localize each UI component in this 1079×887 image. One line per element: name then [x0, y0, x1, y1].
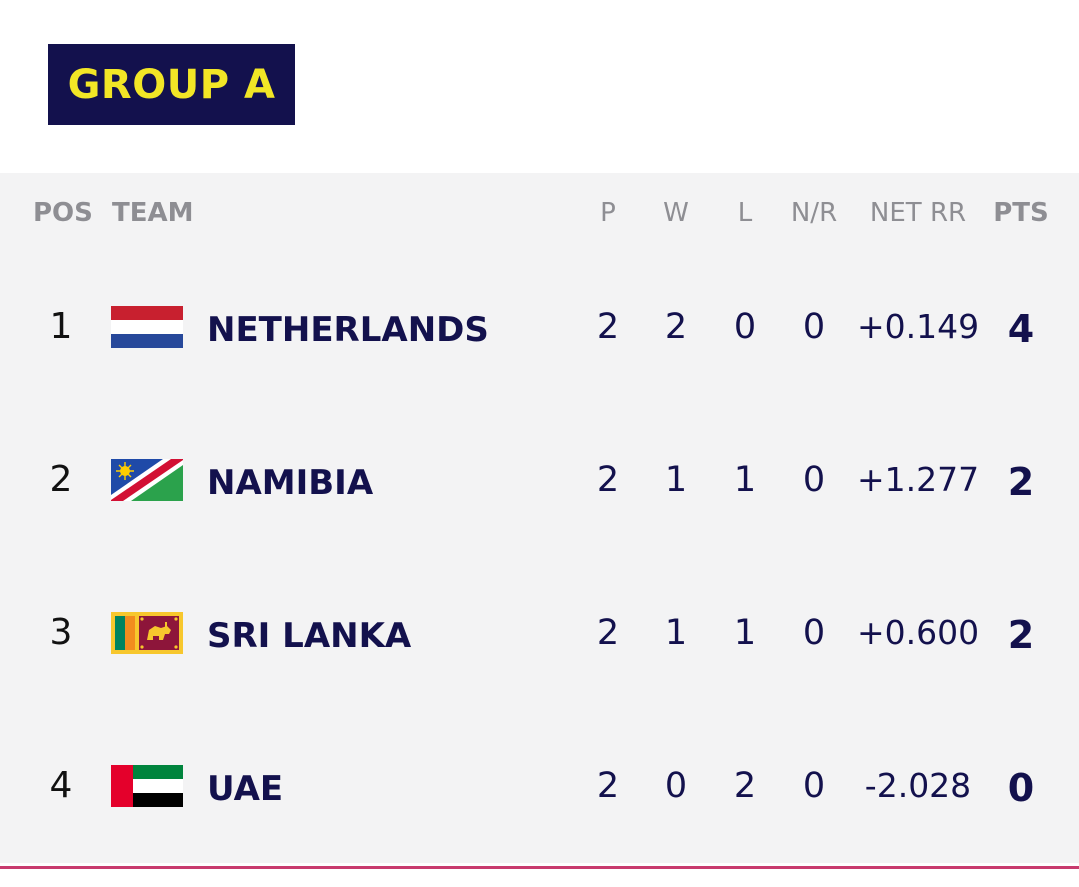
no-result-value: 0: [802, 613, 826, 653]
table-row[interactable]: 3 SRI LANKA 2 1 1 0 +0.600 2: [0, 603, 1079, 663]
column-header-played: P: [600, 198, 616, 228]
played-value: 2: [596, 613, 620, 653]
won-value: 1: [664, 460, 688, 500]
points-value: 2: [1007, 460, 1035, 504]
net-run-rate-value: -2.028: [864, 766, 972, 805]
column-header-team: TEAM: [112, 198, 194, 228]
column-header-lost: L: [737, 198, 753, 228]
lost-value: 1: [733, 613, 757, 653]
standings-table: [0, 173, 1079, 863]
row-position: 3: [49, 612, 73, 653]
namibia-flag-icon: [111, 459, 183, 501]
group-title-badge: GROUP A: [48, 44, 295, 125]
played-value: 2: [596, 766, 620, 806]
team-name[interactable]: NAMIBIA: [207, 463, 374, 503]
points-value: 0: [1007, 766, 1035, 810]
won-value: 2: [664, 307, 688, 347]
column-header-won: W: [663, 198, 689, 228]
table-row[interactable]: 1 NETHERLANDS 2 2 0 0 +0.149 4: [0, 297, 1079, 357]
lost-value: 0: [733, 307, 757, 347]
played-value: 2: [596, 307, 620, 347]
net-run-rate-value: +0.600: [856, 613, 980, 652]
column-header-pos: POS: [33, 198, 93, 228]
won-value: 0: [664, 766, 688, 806]
row-position: 1: [49, 306, 73, 347]
group-title: GROUP A: [67, 61, 276, 108]
table-row[interactable]: 4 UAE 2 0 2 0 -2.028 0: [0, 756, 1079, 816]
team-name[interactable]: UAE: [207, 769, 284, 809]
lost-value: 1: [733, 460, 757, 500]
column-header-net-run-rate: NET RR: [869, 198, 967, 228]
points-value: 2: [1007, 613, 1035, 657]
no-result-value: 0: [802, 766, 826, 806]
uae-flag-icon: [111, 765, 183, 807]
played-value: 2: [596, 460, 620, 500]
column-header-points: PTS: [993, 198, 1049, 228]
bottom-accent-divider: [0, 863, 1079, 887]
net-run-rate-value: +1.277: [856, 460, 980, 499]
points-value: 4: [1007, 307, 1035, 351]
table-row[interactable]: 2 NAMIBIA 2 1 1 0 +1.277 2: [0, 450, 1079, 510]
lost-value: 2: [733, 766, 757, 806]
no-result-value: 0: [802, 307, 826, 347]
column-header-no-result: N/R: [790, 198, 838, 228]
net-run-rate-value: +0.149: [856, 307, 980, 346]
team-name[interactable]: NETHERLANDS: [207, 310, 489, 350]
team-name[interactable]: SRI LANKA: [207, 616, 412, 656]
won-value: 1: [664, 613, 688, 653]
row-position: 2: [49, 459, 73, 500]
row-position: 4: [49, 765, 73, 806]
no-result-value: 0: [802, 460, 826, 500]
sri-lanka-flag-icon: [111, 612, 183, 654]
netherlands-flag-icon: [111, 306, 183, 348]
